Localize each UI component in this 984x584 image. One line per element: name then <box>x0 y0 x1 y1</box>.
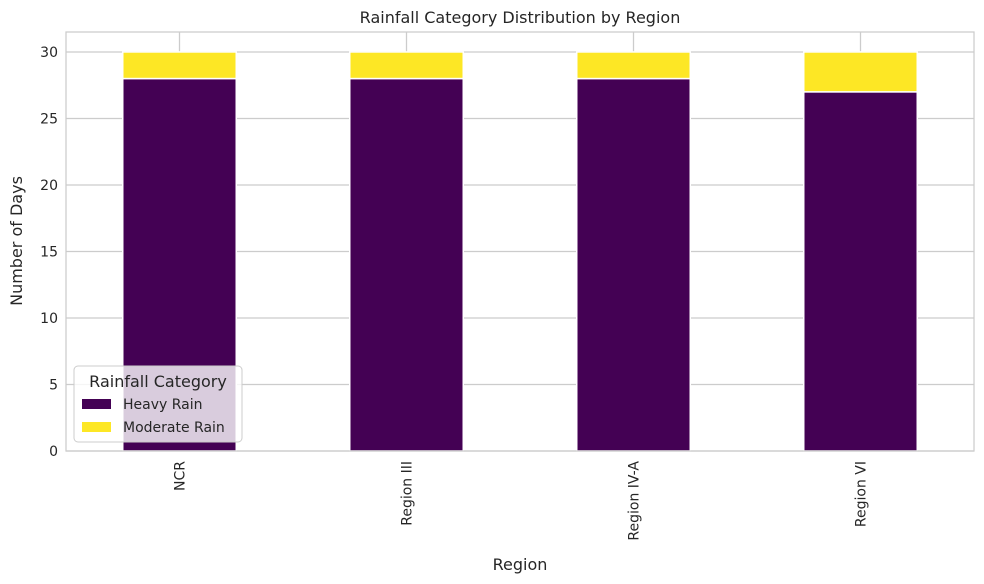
x-tick-label: Region III <box>400 461 416 526</box>
y-tick-labels: 0 5 10 15 20 25 30 <box>40 45 58 460</box>
y-tick-label: 0 <box>49 444 58 460</box>
bar-moderate-rain <box>349 51 464 80</box>
y-tick-label: 25 <box>40 111 58 127</box>
x-axis-title: Region <box>493 555 548 574</box>
bar-heavy-rain <box>803 91 918 452</box>
y-tick-label: 20 <box>40 178 58 194</box>
y-axis-title: Number of Days <box>7 176 26 306</box>
y-tick-label: 10 <box>40 311 58 327</box>
bar-moderate-rain <box>122 51 237 80</box>
chart-title: Rainfall Category Distribution by Region <box>360 8 681 27</box>
legend: Rainfall Category Heavy Rain Moderate Ra… <box>73 365 243 443</box>
legend-title: Rainfall Category <box>89 372 227 391</box>
legend-box <box>73 365 243 443</box>
x-tick-label: Region VI <box>854 461 870 527</box>
bar-moderate-rain <box>576 51 691 80</box>
plot-frame <box>65 31 975 452</box>
legend-label-moderate-rain: Moderate Rain <box>123 420 225 436</box>
legend-swatch-heavy-rain <box>82 399 111 409</box>
y-tick-label: 15 <box>40 244 58 260</box>
y-tick-label: 5 <box>49 377 58 393</box>
x-tick-label: NCR <box>173 461 189 491</box>
x-tick-label: Region IV-A <box>627 461 643 541</box>
x-tick-labels: NCR Region III Region IV-A Region VI <box>173 461 870 541</box>
legend-label-heavy-rain: Heavy Rain <box>123 397 203 413</box>
legend-swatch-moderate-rain <box>82 422 111 432</box>
bar-moderate-rain <box>803 51 918 93</box>
bar-heavy-rain <box>349 77 464 452</box>
y-tick-label: 30 <box>40 45 58 61</box>
bar-heavy-rain <box>576 77 691 452</box>
